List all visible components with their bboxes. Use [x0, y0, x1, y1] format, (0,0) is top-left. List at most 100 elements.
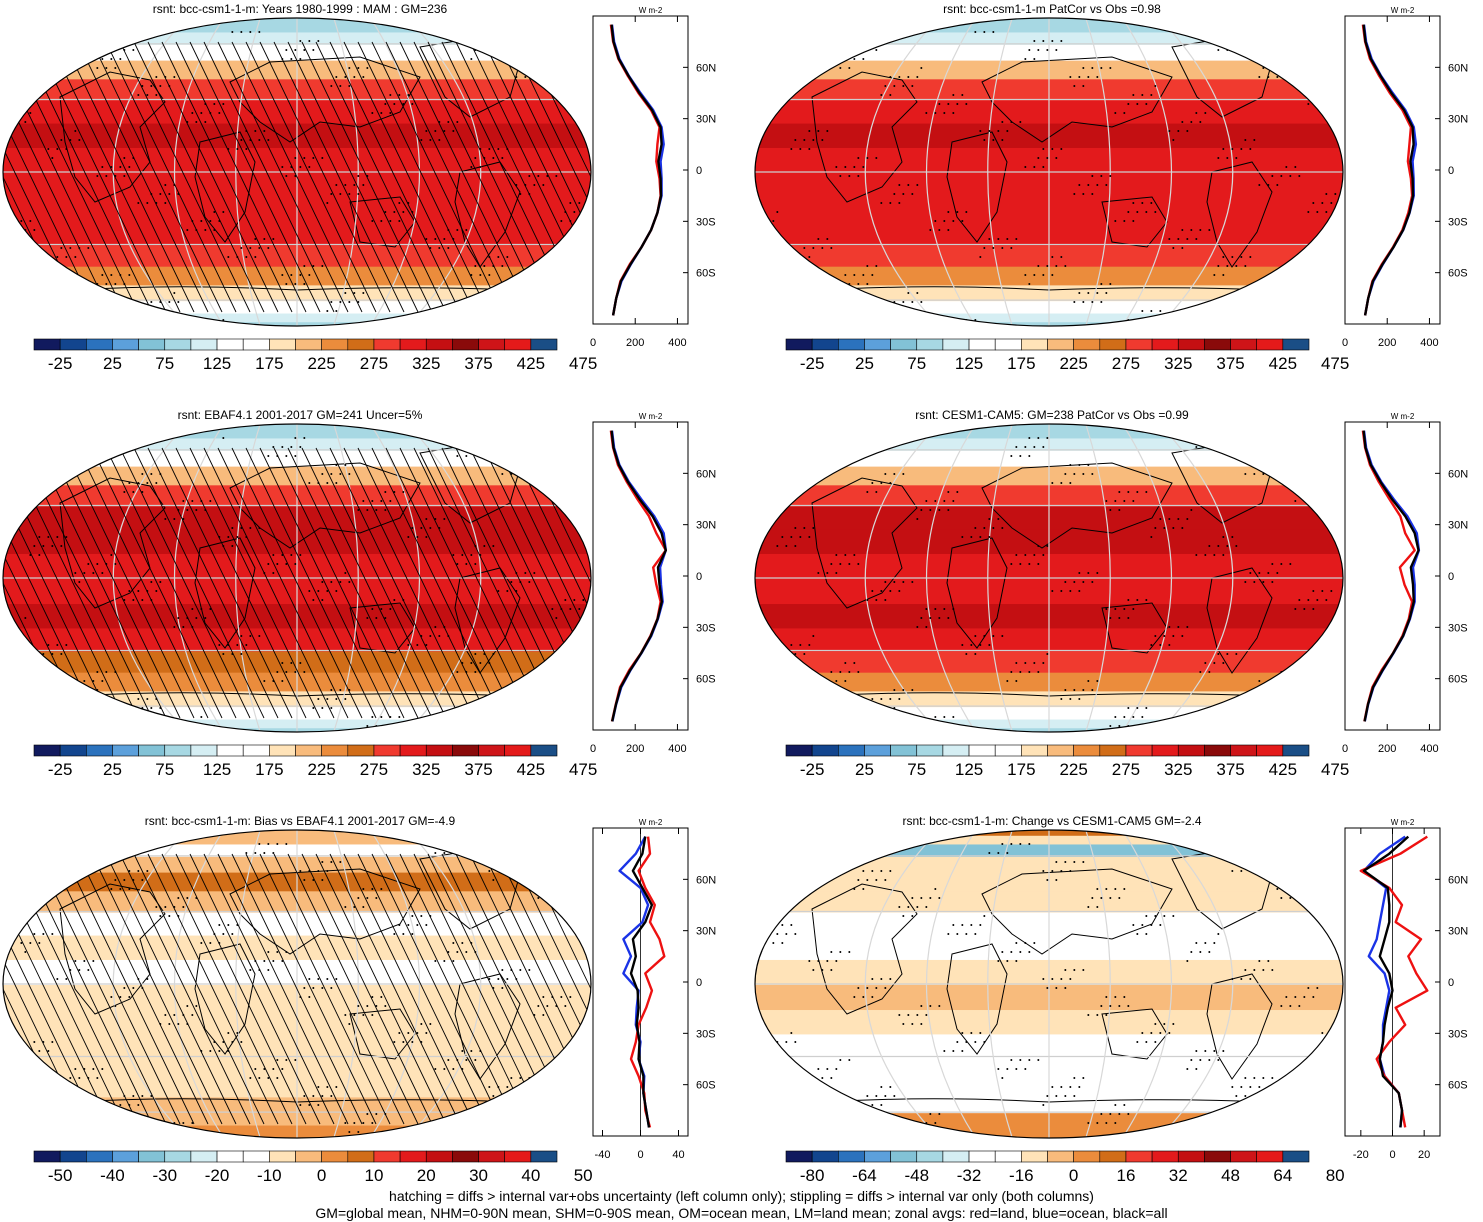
colorbar-tick-label: -80: [800, 1166, 825, 1185]
graticule-lon: [926, 18, 977, 326]
continent-outline: [349, 1008, 416, 1060]
colorbar-swatch: [1047, 338, 1074, 351]
lat-band: [3, 958, 591, 985]
colorbar-tick-label: 0: [1069, 1166, 1078, 1185]
colorbar-tick-label: 125: [203, 354, 231, 373]
lat-band: [755, 984, 1343, 1011]
colorbar-swatch: [269, 1150, 296, 1163]
colorbar-swatch: [890, 1150, 918, 1163]
lat-band: [755, 99, 1343, 124]
colorbar-swatch: [425, 1150, 453, 1163]
colorbar-swatch: [478, 744, 505, 757]
colorbar-swatch: [1282, 744, 1310, 757]
colorbar-tick-label: 80: [1326, 1166, 1345, 1185]
colorbar-swatch: [1021, 744, 1048, 757]
zonal-lat-label: 30S: [696, 216, 716, 228]
colorbar-swatch: [811, 1150, 839, 1163]
colorbar-swatch: [86, 744, 113, 757]
lat-band: [3, 830, 591, 836]
colorbar-tick-label: 425: [1269, 760, 1297, 779]
colorbar-tick-label: 225: [307, 354, 335, 373]
zonal-xtick-label: 400: [668, 743, 686, 755]
lat-band: [755, 718, 1343, 729]
colorbar-swatch: [164, 744, 192, 757]
lat-band: [3, 671, 591, 692]
colorbar-swatch: [1177, 744, 1205, 757]
chart-title: rsnt: bcc-csm1-1-m PatCor vs Obs =0.98: [943, 2, 1161, 16]
map-field: [3, 830, 591, 1138]
zonal-line-ocean: [1362, 835, 1406, 1128]
zonal-lat-label: 30S: [1448, 622, 1468, 634]
colorbar-tick-label: 25: [103, 354, 122, 373]
colorbar-swatch: [1282, 338, 1310, 351]
colorbar-tick-label: 275: [360, 760, 388, 779]
lat-band: [755, 22, 1343, 33]
colorbar-tick-label: 175: [1007, 354, 1035, 373]
colorbar-tick-label: 175: [255, 354, 283, 373]
zonal-unit-label: W m-2: [1391, 818, 1415, 827]
lat-band: [755, 244, 1343, 267]
lat-band: [3, 650, 591, 673]
colorbar-swatch: [138, 338, 166, 351]
zonal-line-land: [1361, 24, 1414, 316]
zonal-xtick-label: 200: [626, 337, 644, 349]
colorbar-swatch: [942, 744, 970, 757]
colorbar-tick-label: -30: [152, 1166, 177, 1185]
stippling: [772, 437, 1337, 727]
lat-band: [755, 706, 1343, 720]
graticule-lon: [926, 830, 977, 1138]
graticule-lon: [174, 830, 225, 1138]
zonal-lat-label: 60N: [696, 874, 716, 886]
zonal-lat-label: 60S: [1448, 268, 1468, 280]
lat-band: [755, 505, 1343, 530]
zonal-lat-label: 30N: [696, 520, 716, 532]
continent-outline: [1101, 196, 1168, 248]
colorbar: -80 -64 -48 -32 -16 0 16 32 48 64 80: [785, 1150, 1345, 1185]
colorbar: -25 25 75 125 175 225 275 325 375 425 475: [785, 338, 1349, 373]
zonal-lat-label: 60S: [696, 1080, 716, 1092]
colorbar-swatch: [530, 1150, 558, 1163]
colorbar-tick-label: 64: [1273, 1166, 1292, 1185]
zonal-lat-label: 30N: [1448, 926, 1468, 938]
colorbar-swatch: [864, 1150, 891, 1163]
stippling: [772, 843, 1337, 1133]
lat-band: [755, 911, 1343, 936]
zonal-lat-label: 60S: [696, 674, 716, 686]
graticule-lon: [369, 18, 420, 326]
zonal-xtick-label: 0: [1342, 743, 1348, 755]
colorbar-swatch: [1256, 1150, 1284, 1163]
colorbar-swatch: [504, 338, 532, 351]
zonal-xtick-label: 0: [637, 1149, 643, 1161]
colorbar-swatch: [1151, 1150, 1179, 1163]
colorbar-swatch: [269, 744, 296, 757]
colorbar-swatch: [864, 744, 891, 757]
zonal-xtick-label: 0: [590, 743, 596, 755]
zonal-xtick-label: 400: [1420, 337, 1438, 349]
graticule-lon: [406, 424, 482, 732]
chart-svg-6: -20 0 20 W m-2 60N 30N 0 30S 60S -80 -64 -48 -32 -16 0…: [754, 818, 1468, 1185]
zonal-lat-label: 60S: [696, 268, 716, 280]
continent-outline: [349, 602, 416, 654]
colorbar-tick-label: 425: [517, 354, 545, 373]
colorbar-tick-label: -25: [800, 760, 825, 779]
zonal-xtick-label: 20: [1418, 1149, 1430, 1161]
colorbar-swatch: [138, 1150, 166, 1163]
lat-band: [3, 172, 591, 199]
colorbar-tick-label: 25: [103, 760, 122, 779]
zonal-xtick-label: 200: [1378, 337, 1396, 349]
colorbar-swatch: [295, 1150, 322, 1163]
lat-band: [3, 1077, 591, 1098]
colorbar-tick-label: 325: [1164, 354, 1192, 373]
continent-outline: [194, 943, 256, 1055]
continent-outline: [194, 537, 256, 649]
lat-band: [755, 428, 1343, 439]
colorbar-swatch: [1256, 744, 1284, 757]
zonal-xtick-label: -40: [595, 1149, 611, 1161]
colorbar-tick-label: -32: [957, 1166, 982, 1185]
lat-band: [3, 1112, 591, 1126]
colorbar-swatch: [425, 338, 453, 351]
colorbar-swatch: [112, 1150, 139, 1163]
chart-panel-2: 0 200 400 W m-2 60N 30N 0 30S 60S -25 25 75 125 175 22…: [752, 2, 1483, 392]
chart-svg-1: 0 200 400 W m-2 60N 30N 0 30S 60S -25 25 75 125 175 22…: [2, 6, 716, 373]
lat-band: [3, 424, 591, 430]
